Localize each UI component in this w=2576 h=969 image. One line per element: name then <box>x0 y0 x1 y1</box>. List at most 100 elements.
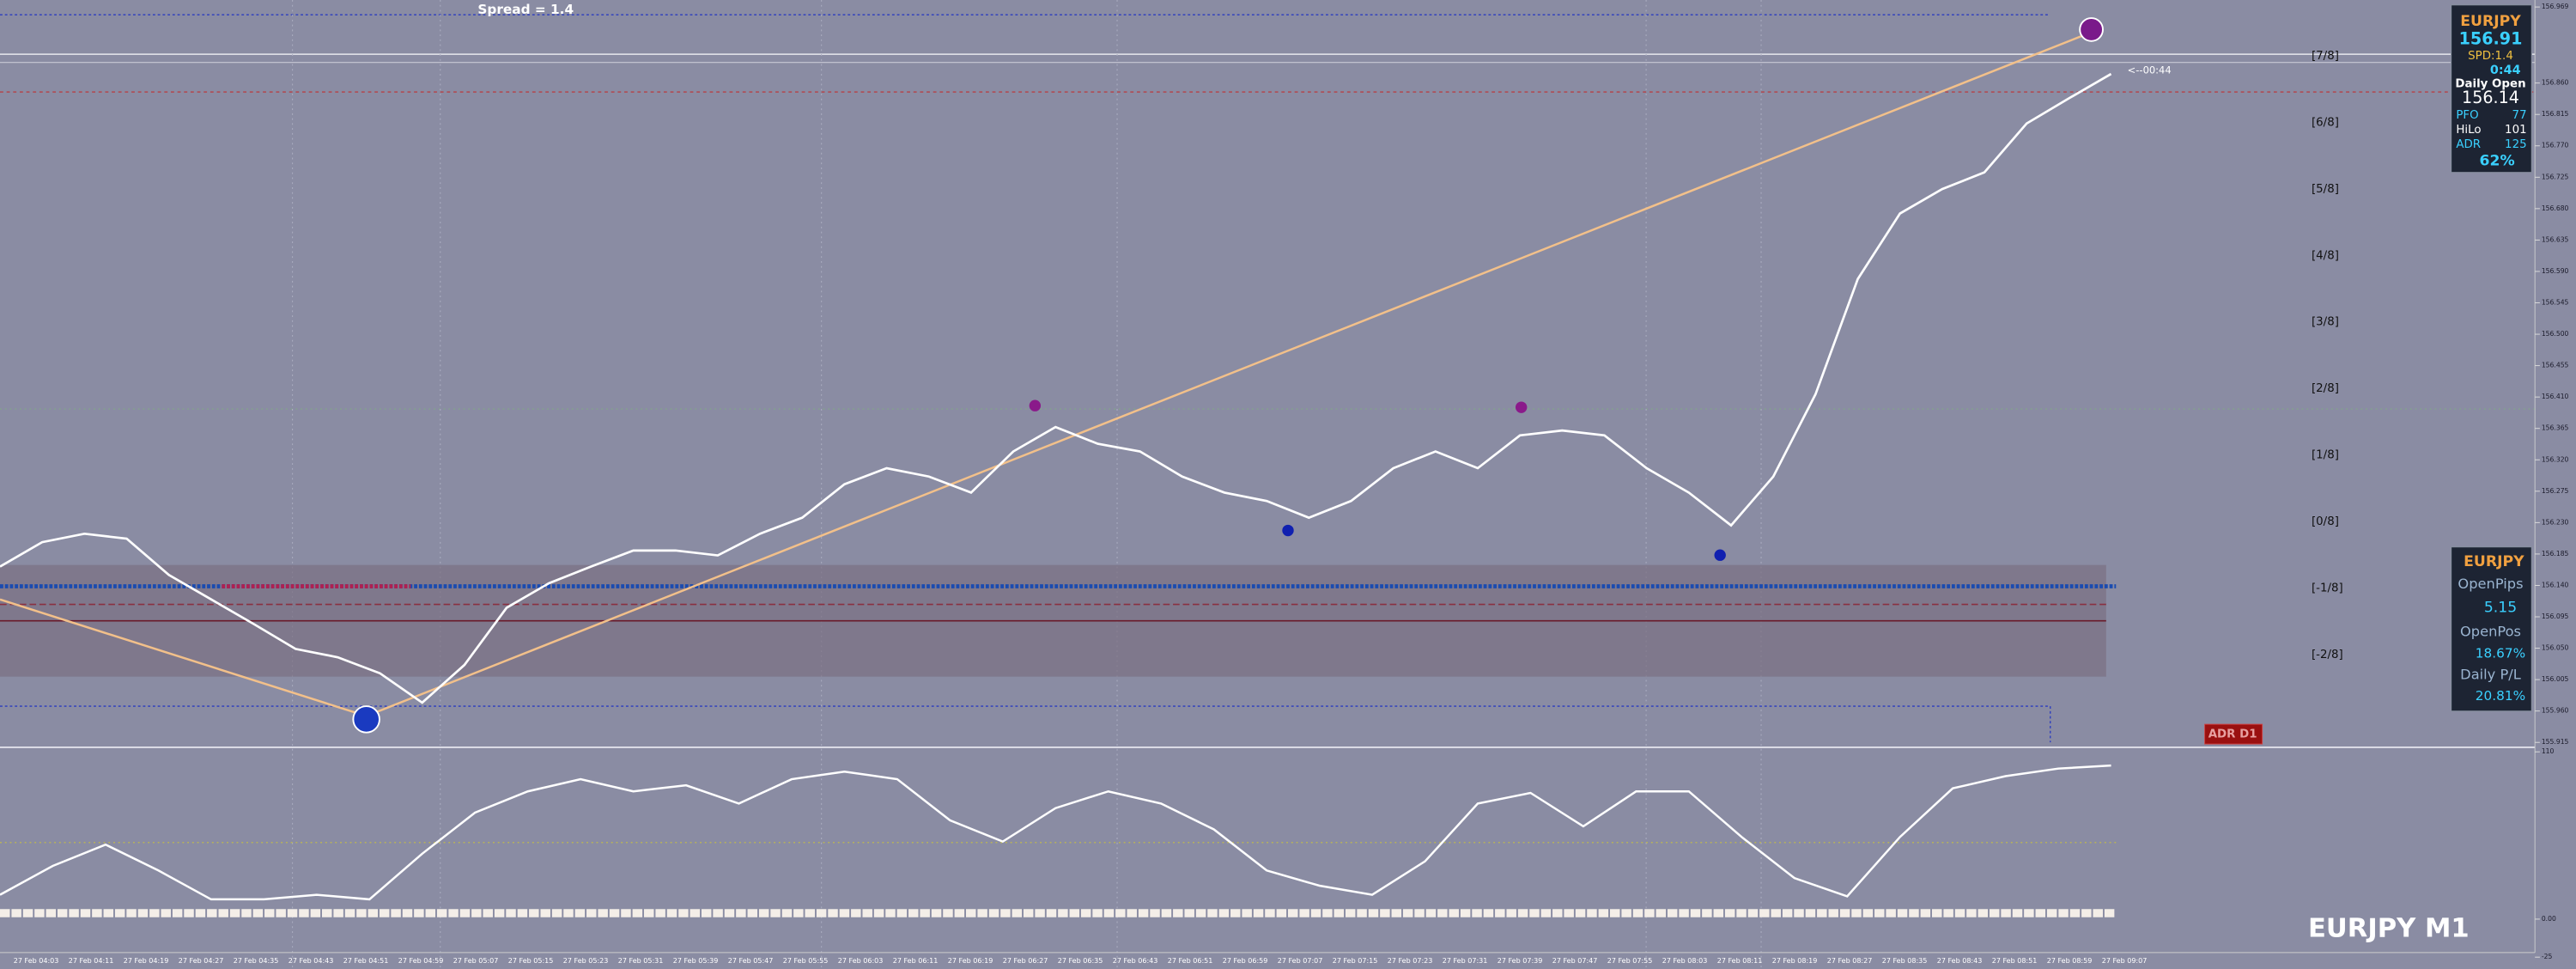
adr-pct: 62% <box>2480 152 2515 169</box>
value: 20.81% <box>2476 688 2525 704</box>
y-tick-label: 110 <box>2542 747 2555 755</box>
murrey-label: [-2/8] <box>2312 649 2343 661</box>
murrey-label: [7/8] <box>2312 50 2339 63</box>
x-tick-label: 27 Feb 05:23 <box>563 957 609 965</box>
y-tick-label: 156.500 <box>2542 330 2569 338</box>
y-tick-label: 156.770 <box>2542 142 2569 149</box>
x-tick-label: 27 Feb 07:23 <box>1388 957 1433 965</box>
y-tick-label: 155.915 <box>2542 738 2569 746</box>
murrey-label: [5/8] <box>2312 183 2339 196</box>
murrey-label: [2/8] <box>2312 382 2339 395</box>
daily-open: 156.14 <box>2462 88 2519 107</box>
murrey-label: [6/8] <box>2312 116 2339 129</box>
label: OpenPips <box>2458 576 2523 592</box>
x-tick-label: 27 Feb 05:47 <box>728 957 774 965</box>
row-label: HiLo <box>2456 124 2481 137</box>
value: 18.67% <box>2476 645 2525 661</box>
x-tick-label: 27 Feb 08:35 <box>1882 957 1928 965</box>
daily-open-label: Daily Open <box>2455 78 2525 91</box>
row-label: ADR <box>2456 138 2481 151</box>
symbol: EURJPY <box>2464 553 2524 570</box>
x-tick-label: 27 Feb 08:51 <box>1992 957 2038 965</box>
row-label: PFO <box>2456 109 2478 122</box>
y-tick-label: 156.680 <box>2542 204 2569 212</box>
row-value: 101 <box>2505 124 2527 137</box>
y-tick-label: 156.815 <box>2542 110 2569 118</box>
info-panel: EURJPY 156.91 SPD:1.4 0:44 Daily Open 15… <box>2455 13 2526 170</box>
chart-title: EURJPY M1 <box>2308 914 2470 944</box>
x-tick-label: 27 Feb 05:15 <box>508 957 554 965</box>
x-tick-label: 27 Feb 07:31 <box>1443 957 1488 965</box>
y-tick-label: 156.860 <box>2542 79 2569 87</box>
y-tick-label: 156.969 <box>2542 3 2569 10</box>
murrey-label: [1/8] <box>2312 449 2339 462</box>
row-value: 77 <box>2512 109 2527 122</box>
timer: 0:44 <box>2490 64 2521 77</box>
x-tick-label: 27 Feb 07:39 <box>1498 957 1543 965</box>
y-tick-label: 156.590 <box>2542 267 2569 275</box>
x-tick-label: 27 Feb 09:07 <box>2102 957 2148 965</box>
x-tick-label: 27 Feb 05:55 <box>783 957 829 965</box>
label: Daily P/L <box>2460 666 2521 682</box>
murrey-label: [3/8] <box>2312 316 2339 329</box>
y-tick-label: 156.140 <box>2542 581 2569 588</box>
x-tick-label: 27 Feb 04:51 <box>343 957 389 965</box>
murrey-label: [4/8] <box>2312 249 2339 262</box>
x-tick-label: 27 Feb 07:15 <box>1333 957 1378 965</box>
x-tick-label: 27 Feb 06:27 <box>1003 957 1048 965</box>
y-tick-label: 155.960 <box>2542 707 2569 715</box>
x-tick-label: 27 Feb 06:59 <box>1223 957 1268 965</box>
row-value: 125 <box>2505 138 2527 151</box>
y-tick-label: 156.635 <box>2542 235 2569 243</box>
y-tick-label: 156.320 <box>2542 455 2569 463</box>
x-tick-label: 27 Feb 06:03 <box>838 957 884 965</box>
price-line <box>0 764 2111 901</box>
murrey-label: [0/8] <box>2312 515 2339 528</box>
y-tick-label: 156.545 <box>2542 299 2569 307</box>
x-tick-label: 27 Feb 07:55 <box>1607 957 1653 965</box>
x-tick-label: 27 Feb 08:27 <box>1827 957 1873 965</box>
x-tick-label: 27 Feb 06:19 <box>948 957 993 965</box>
y-tick-label: 156.455 <box>2542 362 2569 369</box>
murrey-label: [-1/8] <box>2312 582 2343 594</box>
y-tick-label: 156.095 <box>2542 612 2569 620</box>
x-tick-label: 27 Feb 04:27 <box>179 957 224 965</box>
x-tick-label: 27 Feb 06:51 <box>1168 957 1213 965</box>
value: 5.15 <box>2484 599 2517 616</box>
x-tick-label: 27 Feb 04:59 <box>398 957 444 965</box>
x-tick-label: 27 Feb 06:43 <box>1113 957 1158 965</box>
x-tick-label: 27 Feb 08:43 <box>1937 957 1983 965</box>
x-tick-label: 27 Feb 06:11 <box>893 957 939 965</box>
y-tick-label: 156.410 <box>2542 393 2569 400</box>
x-tick-label: 27 Feb 07:07 <box>1278 957 1323 965</box>
y-tick-label: 156.185 <box>2542 550 2569 558</box>
x-tick-label: 27 Feb 08:59 <box>2047 957 2093 965</box>
spread: SPD:1.4 <box>2468 50 2513 63</box>
x-tick-label: 27 Feb 04:03 <box>14 957 59 965</box>
y-tick-label: 156.230 <box>2542 518 2569 526</box>
x-tick-label: 27 Feb 04:43 <box>289 957 334 965</box>
spread-label: Spread = 1.4 <box>477 2 574 17</box>
y-tick-label: 156.005 <box>2542 675 2569 683</box>
x-tick-label: 27 Feb 08:19 <box>1772 957 1818 965</box>
label: OpenPos <box>2460 624 2521 640</box>
y-tick-label: 0.00 <box>2542 915 2556 923</box>
x-tick-label: 27 Feb 08:03 <box>1662 957 1708 965</box>
countdown: <--00:44 <box>2128 64 2172 76</box>
x-tick-label: 27 Feb 05:07 <box>453 957 499 965</box>
y-tick-label: 156.725 <box>2542 173 2569 180</box>
x-tick-label: 27 Feb 04:11 <box>69 957 114 965</box>
x-tick-label: 27 Feb 05:39 <box>673 957 719 965</box>
y-tick-label: 156.050 <box>2542 644 2569 652</box>
y-tick-label: -25 <box>2542 953 2553 960</box>
adr-badge: ADR D1 <box>2208 728 2257 741</box>
y-tick-label: 156.275 <box>2542 487 2569 495</box>
x-tick-label: 27 Feb 06:35 <box>1058 957 1103 965</box>
x-tick-label: 27 Feb 04:19 <box>124 957 169 965</box>
x-tick-label: 27 Feb 04:35 <box>234 957 279 965</box>
x-tick-label: 27 Feb 07:47 <box>1552 957 1598 965</box>
x-tick-label: 27 Feb 08:11 <box>1717 957 1763 965</box>
